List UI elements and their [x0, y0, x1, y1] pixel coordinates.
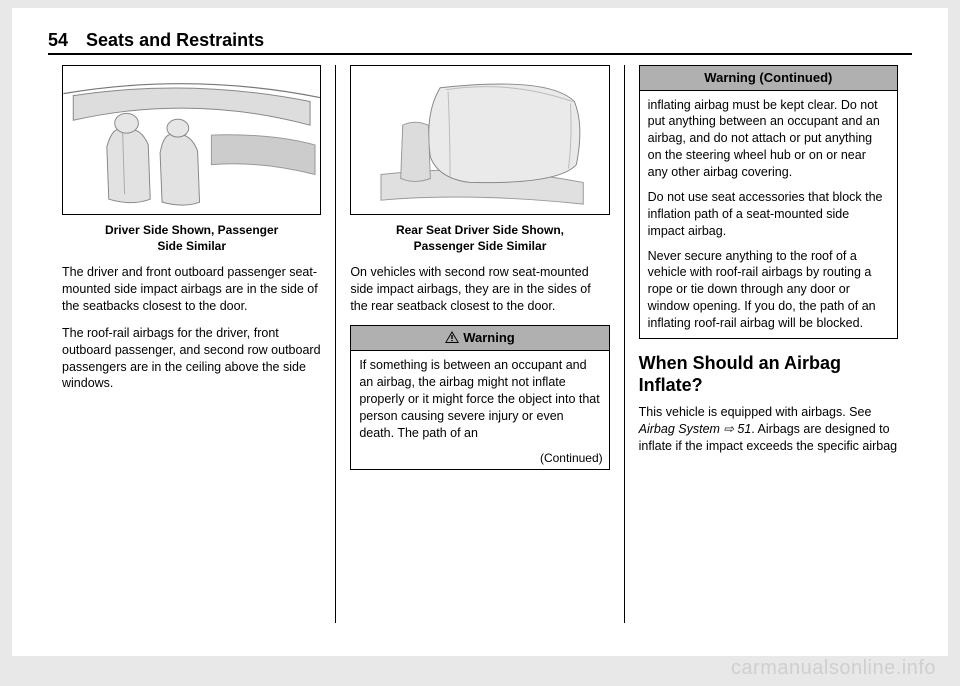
- columns: Driver Side Shown, Passenger Side Simila…: [48, 65, 912, 623]
- cross-reference: Airbag System ⇨ 51: [639, 422, 752, 436]
- figure-rear-seat-airbag: [350, 65, 609, 215]
- caption-line: Side Similar: [157, 239, 226, 253]
- warning-label: Warning: [463, 330, 515, 345]
- body-paragraph: The roof-rail airbags for the driver, fr…: [62, 325, 321, 393]
- body-paragraph: This vehicle is equipped with airbags. S…: [639, 404, 898, 455]
- warning-continued-label: (Continued): [351, 448, 608, 469]
- warning-body: If something is between an occupant and …: [351, 351, 608, 447]
- warning-paragraph: Do not use seat accessories that block t…: [648, 189, 889, 240]
- warning-paragraph: If something is between an occupant and …: [359, 357, 600, 441]
- airbag-interior-illustration: [63, 66, 320, 214]
- warning-paragraph: inflating airbag must be kept clear. Do …: [648, 97, 889, 181]
- link-arrow-icon: ⇨: [723, 422, 733, 436]
- warning-box: Warning If something is between an occup…: [350, 325, 609, 470]
- column-1: Driver Side Shown, Passenger Side Simila…: [48, 65, 335, 623]
- page-header: 54 Seats and Restraints: [48, 30, 912, 55]
- watermark: carmanualsonline.info: [731, 657, 936, 680]
- column-3: Warning (Continued) inflating airbag mus…: [624, 65, 912, 623]
- text-run: This vehicle is equipped with airbags. S…: [639, 405, 872, 419]
- body-paragraph: The driver and front outboard passenger …: [62, 264, 321, 315]
- column-2: Rear Seat Driver Side Shown, Passenger S…: [335, 65, 623, 623]
- warning-triangle-icon: [445, 330, 459, 348]
- figure-caption-1: Driver Side Shown, Passenger Side Simila…: [62, 223, 321, 254]
- warning-box-continued: Warning (Continued) inflating airbag mus…: [639, 65, 898, 339]
- body-paragraph: On vehicles with second row seat-mounted…: [350, 264, 609, 315]
- caption-line: Rear Seat Driver Side Shown,: [396, 223, 564, 237]
- manual-page: 54 Seats and Restraints: [12, 8, 948, 656]
- chapter-title: Seats and Restraints: [86, 30, 264, 51]
- seat-airbag-illustration: [351, 66, 608, 214]
- page-number: 54: [48, 30, 68, 51]
- warning-header-continued: Warning (Continued): [640, 66, 897, 91]
- caption-line: Driver Side Shown, Passenger: [105, 223, 278, 237]
- warning-body: inflating airbag must be kept clear. Do …: [640, 91, 897, 338]
- figure-caption-2: Rear Seat Driver Side Shown, Passenger S…: [350, 223, 609, 254]
- section-title: When Should an Airbag Inflate?: [639, 353, 898, 396]
- figure-driver-side-airbag: [62, 65, 321, 215]
- caption-line: Passenger Side Similar: [414, 239, 547, 253]
- warning-header: Warning: [351, 326, 608, 351]
- warning-paragraph: Never secure anything to the roof of a v…: [648, 248, 889, 332]
